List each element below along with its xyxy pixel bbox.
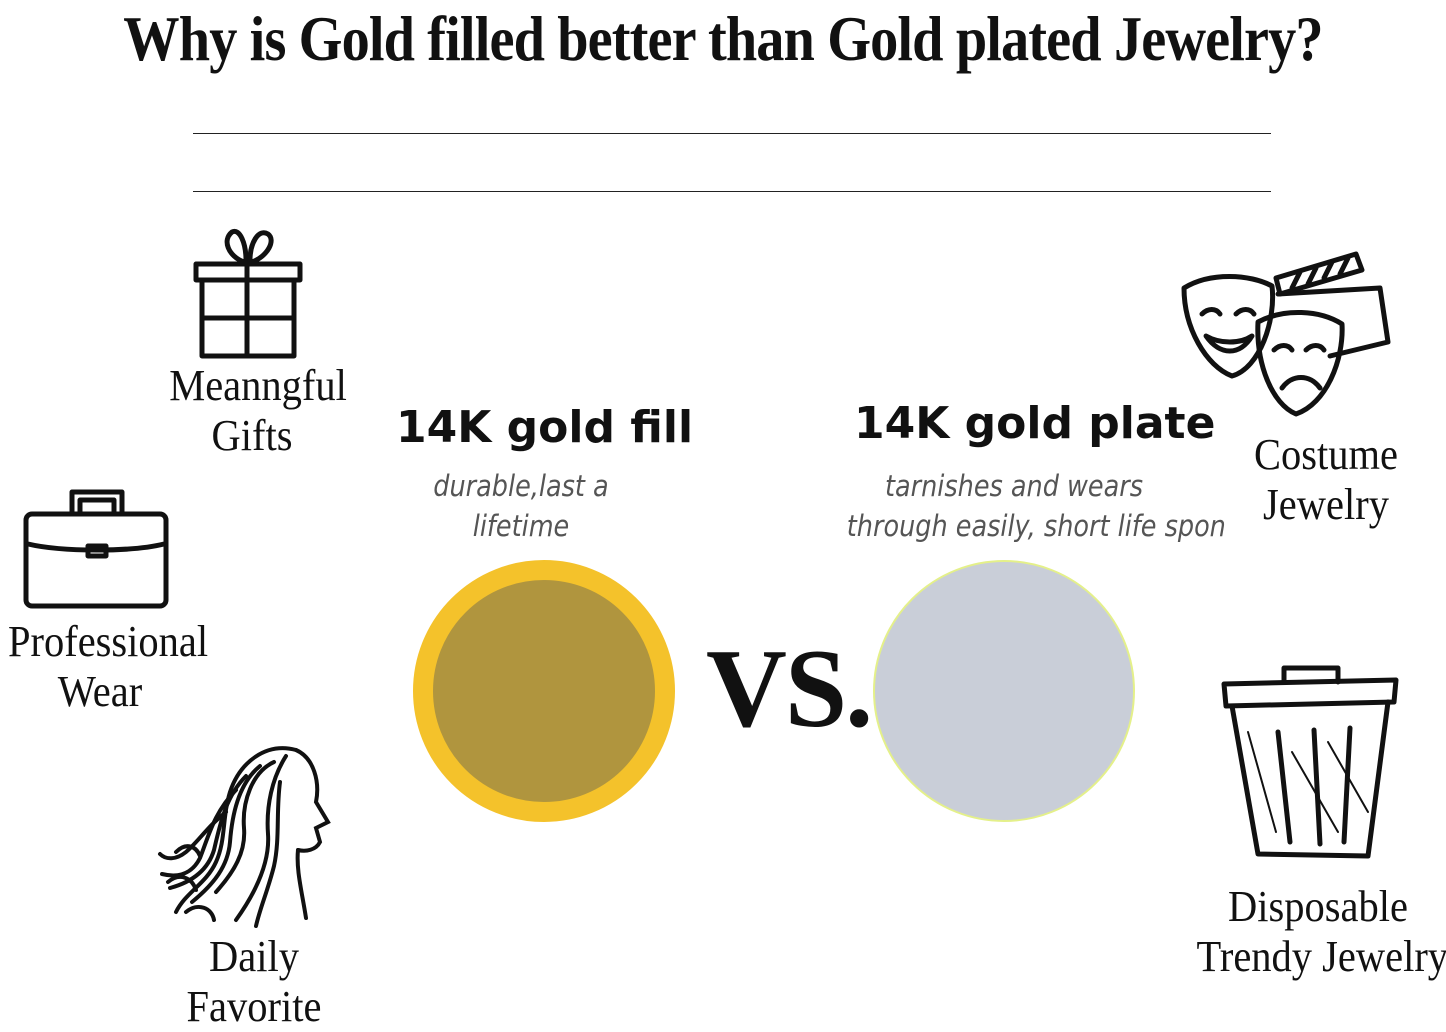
gold-plate-circle <box>873 560 1135 822</box>
label-daily-favorite: Daily Favorite <box>186 932 322 1031</box>
woman-profile-icon <box>158 746 331 928</box>
gold-fill-circle <box>413 560 675 822</box>
theater-masks-icon <box>1181 251 1391 417</box>
gift-icon <box>193 228 303 359</box>
label-costume-jewelry: Costume Jewelry <box>1254 430 1398 529</box>
gold-plate-description: tarnishes and wears through easily, short… <box>846 469 1226 543</box>
divider-top <box>193 133 1271 134</box>
page-title: Why is Gold filled better than Gold plat… <box>123 3 1323 74</box>
gold-fill-heading: 14K gold fill <box>396 402 694 453</box>
label-professional-wear: Professional Wear <box>8 617 209 716</box>
trash-can-icon <box>1221 665 1399 859</box>
briefcase-icon <box>23 489 169 609</box>
label-disposable-trendy-jewelry: Disposable Trendy Jewelry <box>1196 882 1446 981</box>
vs-label: VS. <box>706 627 873 751</box>
gold-fill-description: durable,last a lifetime <box>433 469 609 543</box>
label-meaningful-gifts: Meanngful Gifts <box>169 361 347 460</box>
divider-bottom <box>193 191 1271 192</box>
gold-plate-heading: 14K gold plate <box>854 398 1216 449</box>
